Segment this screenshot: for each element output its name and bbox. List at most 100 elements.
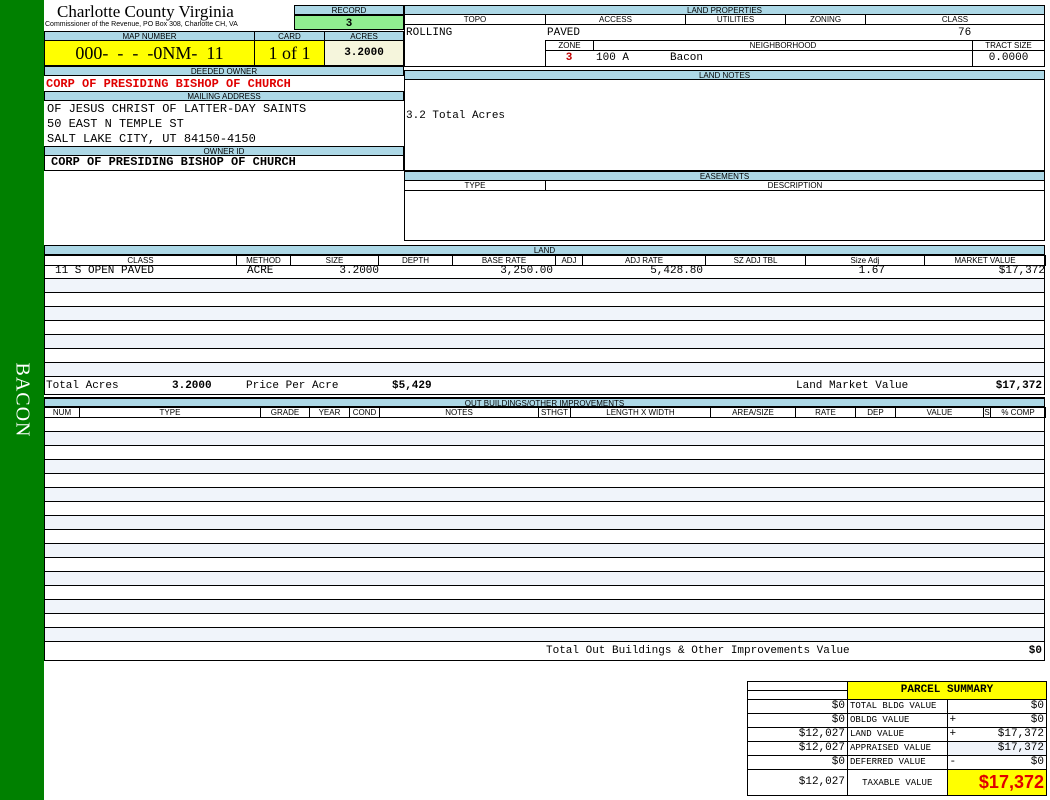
land-row (45, 363, 1044, 377)
summary-row: $12,027 LAND VALUE + $17,372 (747, 727, 1047, 742)
outbuildings-row (45, 460, 1044, 474)
sidebar-label: BACON (11, 362, 34, 438)
summary-value: + $17,372 (946, 727, 1047, 742)
land-cell: 3.2000 (339, 265, 379, 277)
zone-value: 3 (565, 52, 573, 64)
land-col-header: BASE RATE (452, 255, 556, 266)
outbuildings-rows (45, 418, 1044, 642)
taxable-label: TAXABLE VALUE (847, 769, 948, 796)
land-cell: 1.67 (858, 265, 885, 277)
summary-amount: $0 (1030, 756, 1044, 768)
col-class: CLASS (865, 14, 1045, 25)
outbuildings-col-header: COND (349, 407, 380, 418)
outbuildings-col-header: GRADE (260, 407, 310, 418)
summary-left: $0 (747, 755, 848, 770)
col-topo: TOPO (404, 14, 546, 25)
summary-row: $12,027 APPRAISED VALUE $17,372 (747, 741, 1047, 756)
outbuildings-row (45, 502, 1044, 516)
outbuildings-row (45, 446, 1044, 460)
summary-amount: $0 (1030, 700, 1044, 712)
land-col-header: Size Adj (805, 255, 925, 266)
outbuildings-col-header: RATE (795, 407, 856, 418)
outbuildings-title: OUT BUILDINGS/OTHER IMPROVEMENTS (44, 397, 1045, 407)
land-market-value-label: Land Market Value (796, 380, 909, 392)
summary-value: $0 (946, 699, 1047, 714)
record-label: RECORD (294, 5, 404, 15)
outbuildings-row (45, 418, 1044, 432)
deeded-owner: CORP OF PRESIDING BISHOP OF CHURCH (46, 77, 291, 91)
outbuildings-row (45, 558, 1044, 572)
land-row (45, 335, 1044, 349)
page-title: Charlotte County Virginia (57, 2, 234, 21)
land-cell: ACRE (247, 265, 274, 277)
summary-row: $0 TOTAL BLDG VALUE $0 (747, 699, 1047, 714)
land-market-value: $17,372 (995, 380, 1042, 392)
outbuildings-col-header: LENGTH X WIDTH (570, 407, 711, 418)
sidebar: BACON (0, 0, 44, 800)
land-col-header: SIZE (290, 255, 379, 266)
outbuildings-col-header: YEAR (309, 407, 350, 418)
outbuildings-row (45, 628, 1044, 642)
summary-value: - $0 (946, 755, 1047, 770)
price-per-acre-label: Price Per Acre (246, 380, 339, 392)
acres-value: 3.2000 (324, 40, 404, 66)
class-value: 76 (958, 27, 972, 39)
land-col-header: ADJ (555, 255, 583, 266)
mailing-address: OF JESUS CHRIST OF LATTER-DAY SAINTS 50 … (47, 102, 306, 147)
outbuildings-row (45, 474, 1044, 488)
summary-value: + $0 (946, 713, 1047, 728)
outbuildings-row (45, 572, 1044, 586)
tract-size-label: TRACT SIZE (972, 40, 1045, 51)
col-description: DESCRIPTION (545, 180, 1045, 191)
summary-op: + (949, 714, 957, 726)
summary-value: $17,372 (946, 741, 1047, 756)
summary-row: $0 DEFERRED VALUE - $0 (747, 755, 1047, 770)
land-cell: 5,428.80 (650, 265, 703, 277)
summary-left: $12,027 (747, 741, 848, 756)
taxable-left: $12,027 (747, 769, 848, 796)
access-value: PAVED (547, 27, 581, 39)
summary-left: $0 (747, 699, 848, 714)
outbuildings-col-header: DEP (855, 407, 896, 418)
owner-id: CORP OF PRESIDING BISHOP OF CHURCH (44, 155, 404, 171)
col-type: TYPE (404, 180, 546, 191)
outbuildings-row (45, 614, 1044, 628)
outbuildings-row (45, 586, 1044, 600)
summary-label: DEFERRED VALUE (847, 755, 948, 770)
owner-id-label: OWNER ID (44, 146, 404, 156)
land-col-header: ADJ RATE (582, 255, 706, 266)
page-subtitle: Commissioner of the Revenue, PO Box 308,… (45, 21, 238, 28)
summary-amount: $0 (1030, 714, 1044, 726)
land-rows: 11 S OPEN PAVED ACRE 3.2000 3,250.00 5,428.8… (45, 265, 1045, 377)
outbuildings-row (45, 432, 1044, 446)
land-col-header: CLASS (44, 255, 237, 266)
outbuildings-row (45, 544, 1044, 558)
summary-left: $12,027 (747, 727, 848, 742)
mailing-line: SALT LAKE CITY, UT 84150-4150 (47, 132, 256, 146)
record-value: 3 (294, 15, 404, 30)
land-notes-title: LAND NOTES (404, 70, 1045, 80)
land-row (45, 349, 1044, 363)
mailing-address-label: MAILING ADDRESS (44, 91, 404, 101)
neighborhood-label: NEIGHBORHOOD (593, 40, 973, 51)
mailing-line: OF JESUS CHRIST OF LATTER-DAY SAINTS (47, 102, 307, 116)
land-cell: 3,250.00 (500, 265, 553, 277)
taxable-value: $17,372 (946, 769, 1047, 796)
land-col-header: MARKET VALUE (924, 255, 1046, 266)
col-zoning: ZONING (785, 14, 866, 25)
outbuildings-col-header: VALUE (895, 407, 984, 418)
land-col-header: DEPTH (378, 255, 453, 266)
total-acres-label: Total Acres (46, 380, 119, 392)
outbuildings-row (45, 488, 1044, 502)
neighborhood-code: 100 A (596, 52, 630, 64)
mailing-line: 50 EAST N TEMPLE ST (47, 117, 184, 131)
summary-op: + (949, 728, 957, 740)
land-row: 11 S OPEN PAVED ACRE 3.2000 3,250.00 5,428.8… (45, 265, 1045, 279)
outbuildings-col-header: AREA/SIZE (710, 407, 796, 418)
outbuildings-col-header: STHGT (538, 407, 571, 418)
outbuildings-total-label: Total Out Buildings & Other Improvements… (546, 645, 850, 657)
summary-amount: $17,372 (997, 728, 1044, 740)
land-cell: $17,372 (998, 265, 1045, 277)
summary-label: TOTAL BLDG VALUE (847, 699, 948, 714)
land-row (45, 307, 1044, 321)
